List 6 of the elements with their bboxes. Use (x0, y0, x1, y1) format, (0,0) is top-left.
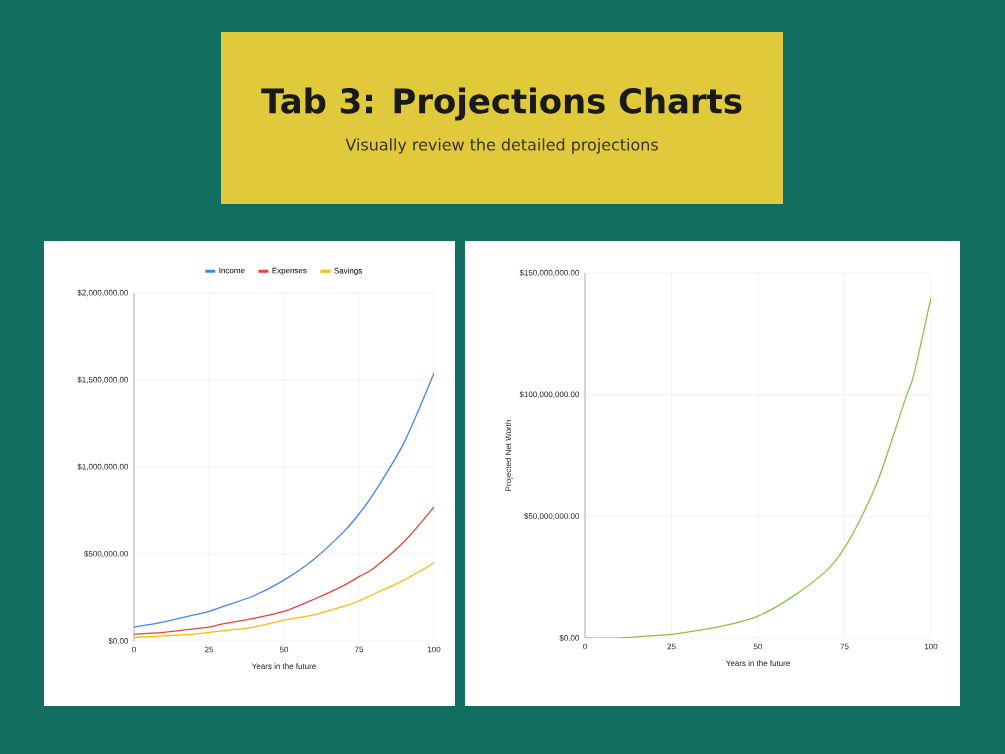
chart-title: Tab 3: Projections Charts (261, 87, 742, 121)
text: Visually review the detailed projections (345, 138, 658, 154)
line-series (134, 372, 434, 628)
line-series (585, 296, 932, 638)
line-series (134, 506, 434, 635)
line-series (134, 562, 434, 639)
